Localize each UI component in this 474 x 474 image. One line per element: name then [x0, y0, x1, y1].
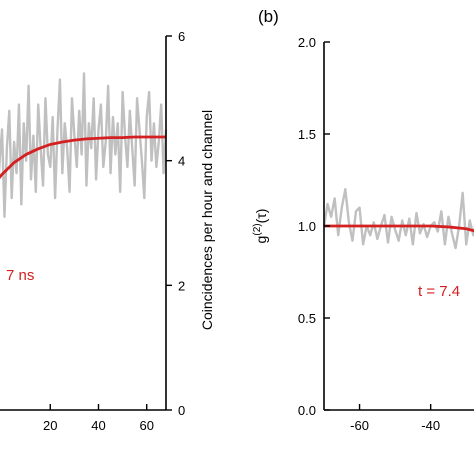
- panel-b-fit-series: [324, 224, 474, 233]
- panel-a-fit-line: [0, 135, 166, 179]
- panel-a-y-ticks-right: 0 2 4 6: [166, 29, 185, 418]
- panel-b-label: (b): [258, 7, 279, 26]
- panel-b-y-tick-label: 1.0: [298, 219, 316, 234]
- panel-b-y-tick-label: 2.0: [298, 35, 316, 50]
- panel-a-y-tick-label: 4: [178, 154, 185, 169]
- panel-b-x-tick-label: -40: [421, 418, 440, 433]
- panel-a-ylabel-right: Coincidences per hour and channel: [199, 110, 215, 330]
- panel-b-x-ticks: -60 -40: [350, 404, 440, 433]
- panel-a-measured-line: [0, 72, 168, 218]
- panel-b-annotation: t = 7.4: [418, 283, 460, 300]
- panel-a-y-tick-label: 0: [178, 403, 185, 418]
- panel-a-y-tick-label: 2: [178, 278, 185, 293]
- panel-b-ylabel: g(2)(τ): [252, 209, 269, 244]
- panel-a-frame: [0, 36, 167, 411]
- panel-a-x-tick-label: 20: [43, 418, 57, 433]
- panel-a-y-tick-label: 6: [178, 29, 185, 44]
- panel-b-measured-series: [322, 187, 474, 250]
- panel-a: 20 40 60 0 2 4 6 7 ns Coincidences per hour a…: [0, 29, 215, 433]
- panel-b: (b) -60 -40 0.0 0.5 1.0 1.5 2.0 g(2)(τ) t = 7…: [252, 7, 474, 433]
- panel-b-y-tick-label: 0.0: [298, 403, 316, 418]
- panel-a-measured-series: [0, 72, 168, 218]
- panel-a-x-tick-label: 40: [91, 418, 105, 433]
- panel-b-ylabel-main: g: [253, 236, 269, 244]
- panel-b-y-tick-label: 0.5: [298, 311, 316, 326]
- panel-b-y-tick-label: 1.5: [298, 127, 316, 142]
- panel-b-measured-line: [322, 187, 474, 250]
- panel-b-ylabel-tail: (τ): [253, 209, 269, 224]
- panel-a-annotation: 7 ns: [6, 267, 34, 284]
- panel-b-ylabel-super: (2): [252, 223, 263, 235]
- panel-a-fit-series: [0, 135, 166, 179]
- panel-a-x-ticks: 20 40 60: [43, 404, 154, 433]
- panel-a-x-tick-label: 60: [139, 418, 153, 433]
- panel-b-fit-line: [324, 224, 474, 233]
- panel-b-x-tick-label: -60: [350, 418, 369, 433]
- panel-b-y-ticks: 0.0 0.5 1.0 1.5 2.0: [298, 35, 330, 418]
